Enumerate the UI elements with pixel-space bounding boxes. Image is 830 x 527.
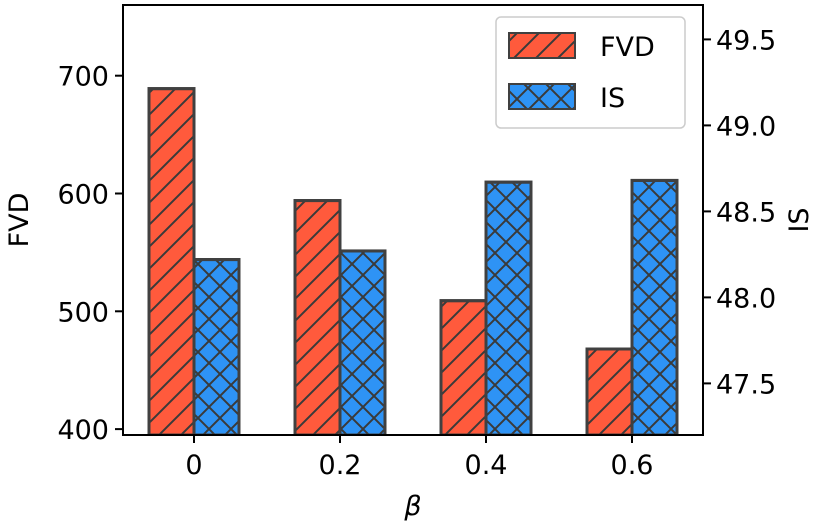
left-y-tick-label: 500 xyxy=(57,297,109,328)
right-y-tick-label: 48.5 xyxy=(716,197,776,228)
plot-frame xyxy=(122,4,704,436)
x-tick-label: 0.2 xyxy=(319,450,362,481)
x-axis-label: β xyxy=(403,491,421,522)
x-tick-label: 0.6 xyxy=(611,450,654,481)
bar-hatch-is-3 xyxy=(630,178,679,435)
right-y-tick-label: 47.5 xyxy=(716,369,776,400)
x-axis: 0 0.2 0.4 0.6 xyxy=(185,435,653,481)
bar-hatch-fvd-0 xyxy=(147,87,196,435)
left-y-axis: 400 500 600 700 xyxy=(57,62,123,446)
right-y-axis: 47.5 48.0 48.5 49.0 49.5 xyxy=(703,25,776,400)
left-y-tick-label: 600 xyxy=(57,179,109,210)
bars-layer xyxy=(147,87,679,435)
x-tick-label: 0.4 xyxy=(465,450,508,481)
right-y-axis-label: IS xyxy=(784,207,815,232)
bar-hatch-is-1 xyxy=(338,249,387,435)
bar-hatch-is-2 xyxy=(484,180,533,435)
legend-label-is: IS xyxy=(600,83,625,114)
right-y-tick-label: 49.0 xyxy=(716,111,776,142)
right-y-tick-label: 49.5 xyxy=(716,25,776,56)
bar-hatch-fvd-2 xyxy=(439,299,488,435)
left-y-axis-label: FVD xyxy=(4,193,35,248)
bar-hatch-is-0 xyxy=(192,258,241,435)
bar-hatch-fvd-1 xyxy=(293,199,342,435)
left-y-tick-label: 700 xyxy=(57,62,109,93)
right-y-tick-label: 48.0 xyxy=(716,283,776,314)
legend-swatch-is-hatch xyxy=(508,83,576,110)
legend-swatch-fvd-hatch xyxy=(508,32,576,59)
left-y-tick-label: 400 xyxy=(57,415,109,446)
legend-label-fvd: FVD xyxy=(600,32,655,63)
bar-hatch-fvd-3 xyxy=(585,347,634,435)
legend: FVD IS xyxy=(495,16,686,129)
x-tick-label: 0 xyxy=(185,450,202,481)
